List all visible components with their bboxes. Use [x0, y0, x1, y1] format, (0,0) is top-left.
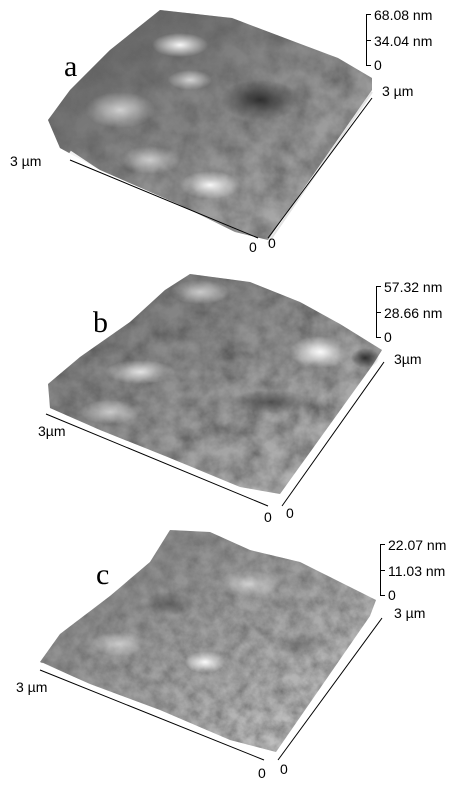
x-axis-origin-label-b: 0 [264, 509, 272, 525]
y-axis-line-b [281, 361, 385, 507]
x-axis-line-a [69, 159, 259, 239]
afm-surface-c [39, 530, 383, 761]
afm-surface-b [45, 274, 385, 507]
y-axis-origin-label-b: 0 [286, 505, 294, 521]
z-max-label-a: 68.08 nm [374, 7, 433, 23]
z-scale-c: 22.07 nm 11.03 nm 0 [380, 537, 464, 602]
x-axis-line-b [45, 413, 269, 507]
x-axis-end-label-c: 3 µm [16, 679, 48, 695]
x-axis-origin-label-a: 0 [249, 239, 257, 255]
z-min-label-b: 0 [384, 329, 392, 345]
y-axis-origin-label-a: 0 [268, 235, 276, 251]
x-axis-end-label-a: 3 µm [10, 153, 42, 169]
z-min-label-a: 0 [374, 57, 382, 73]
y-axis-end-label-b: 3µm [394, 351, 422, 367]
z-scale-b: 57.32 nm 28.66 nm 0 [376, 279, 464, 344]
x-axis-origin-label-c: 0 [258, 765, 266, 781]
y-axis-line-a [267, 97, 373, 239]
afm-panel-c: c 22.07 nm 11.03 nm 0 3 µm 3 µm 0 0 [0, 524, 464, 785]
afm-surface-a [48, 10, 373, 245]
panel-letter-b: b [93, 306, 108, 339]
y-axis-origin-label-c: 0 [280, 761, 288, 777]
z-max-label-c: 22.07 nm [388, 537, 447, 553]
afm-panel-a: a 68.08 nm 34.04 nm 0 3 µm 3 µm 0 0 [0, 0, 464, 262]
y-axis-end-label-a: 3 µm [382, 83, 414, 99]
y-axis-line-c [277, 617, 383, 761]
z-mid-label-c: 11.03 nm [388, 563, 446, 579]
panel-letter-a: a [64, 50, 78, 83]
z-mid-label-a: 34.04 nm [374, 33, 433, 49]
z-scale-a: 68.08 nm 34.04 nm 0 [366, 7, 464, 72]
x-axis-end-label-b: 3µm [38, 423, 66, 439]
x-axis-line-c [39, 669, 265, 761]
afm-panel-b: b 57.32 nm 28.66 nm 0 3µm 3µm 0 0 [0, 262, 464, 524]
z-max-label-b: 57.32 nm [384, 279, 443, 295]
z-mid-label-b: 28.66 nm [384, 305, 443, 321]
z-min-label-c: 0 [388, 587, 396, 603]
panel-letter-c: c [96, 558, 110, 591]
y-axis-end-label-c: 3 µm [394, 605, 426, 621]
